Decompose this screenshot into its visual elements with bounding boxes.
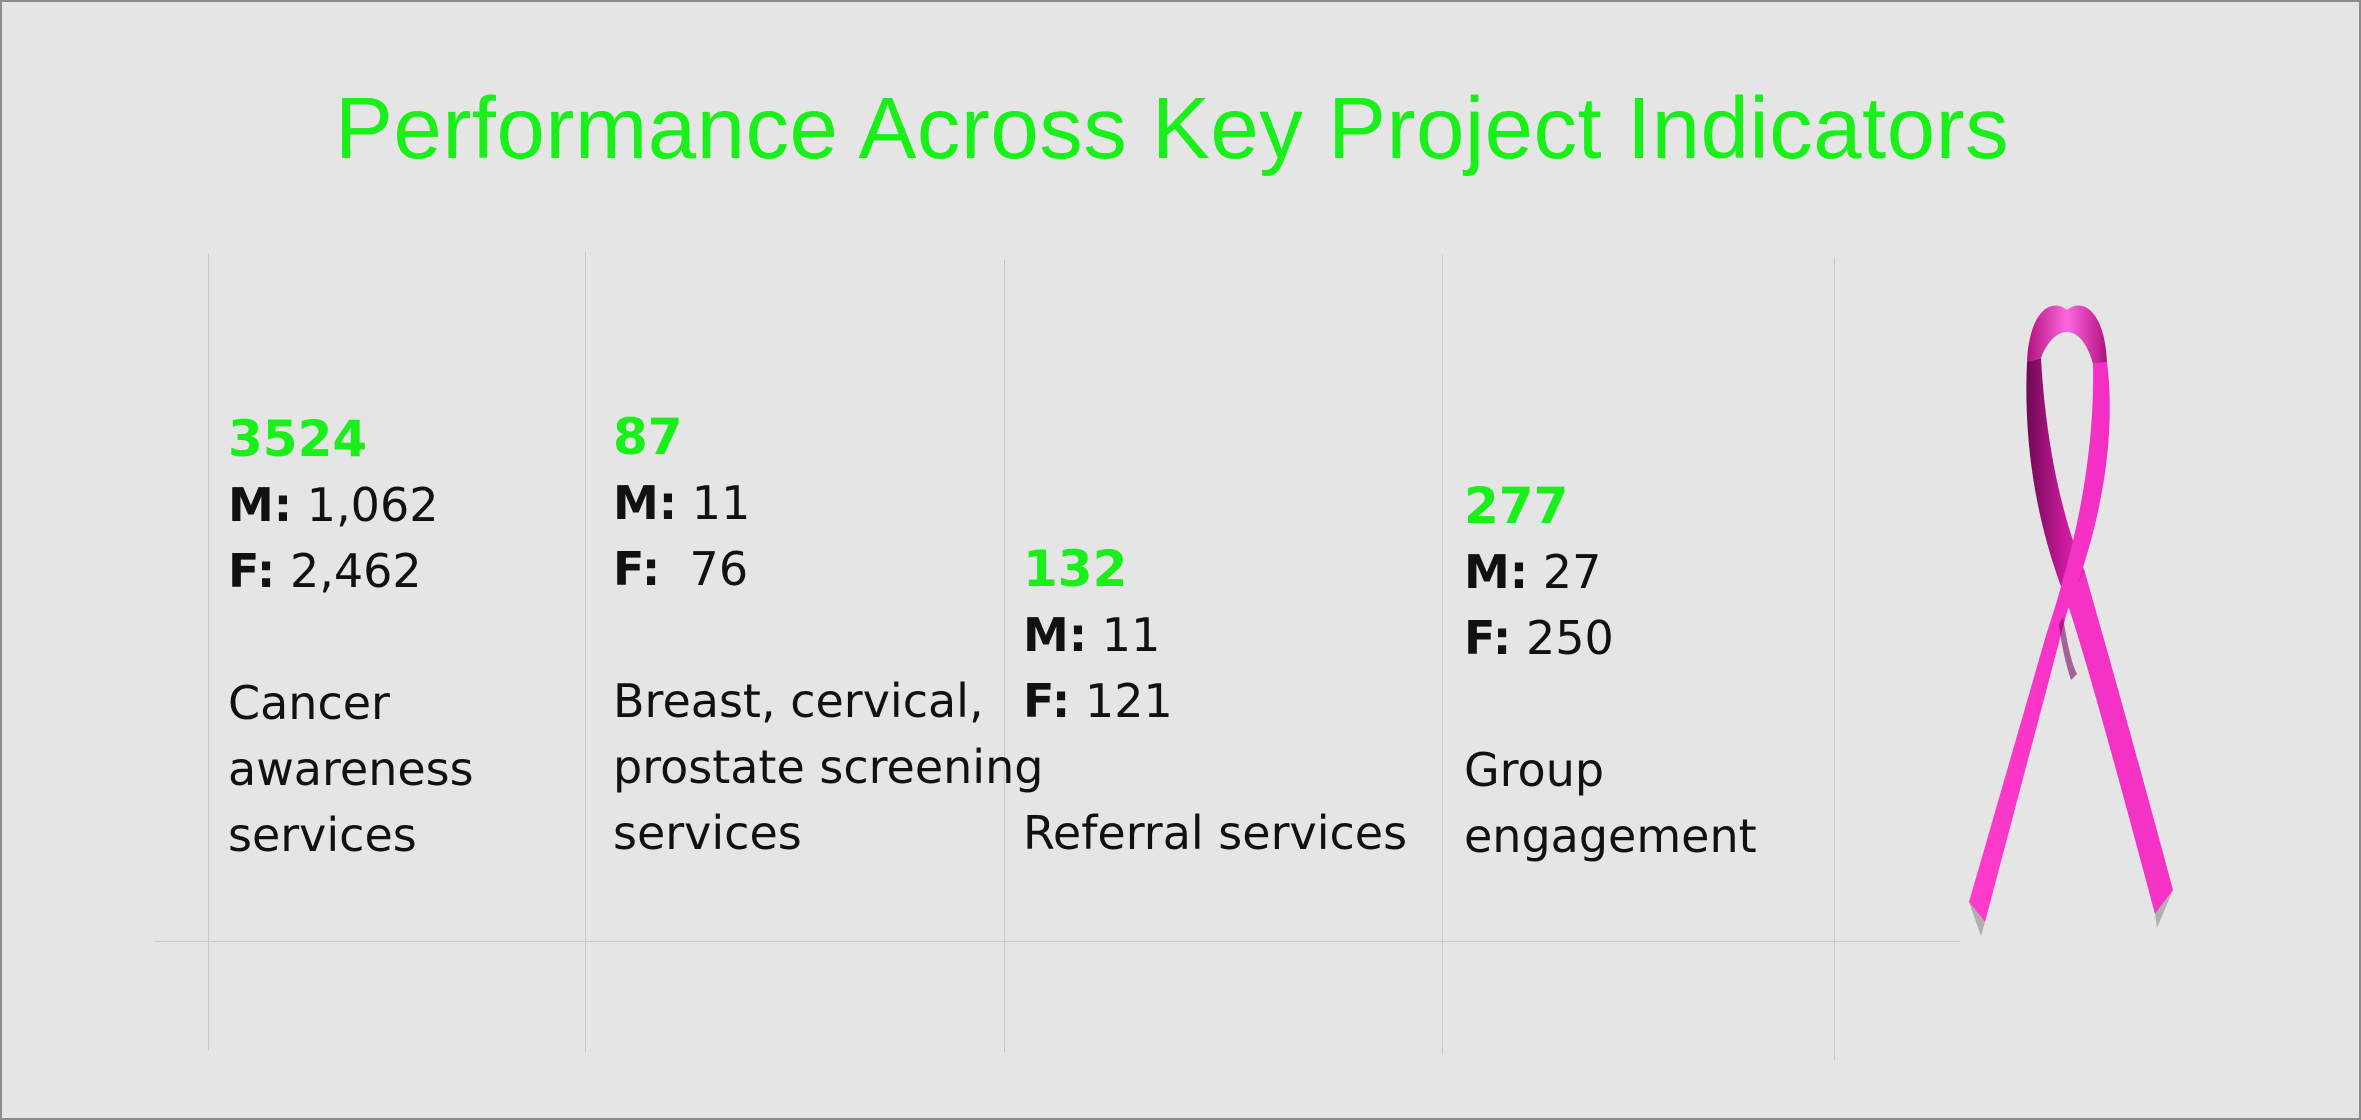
- female-value: 250: [1525, 611, 1614, 665]
- grid-line-vertical: [1442, 255, 1443, 1055]
- indicator-total: 3524: [228, 410, 368, 468]
- indicator-description: Referral services: [1023, 806, 1408, 860]
- indicator-referral: 132 M: 11 F: 121 Referral services: [1023, 536, 1407, 866]
- indicator-total: 132: [1023, 540, 1128, 598]
- grid-line-vertical: [585, 252, 586, 1052]
- indicator-total: 277: [1464, 477, 1569, 535]
- pink-ribbon-icon: [1969, 305, 2173, 936]
- male-label: M:: [228, 478, 293, 532]
- grid-line-horizontal: [155, 941, 1960, 942]
- female-label: F:: [1023, 674, 1071, 728]
- indicator-female-row: F: 76: [613, 536, 1043, 602]
- male-label: M:: [613, 476, 678, 530]
- indicator-screening: 87 M: 11 F: 76 Breast, cervical, prostat…: [613, 404, 1043, 866]
- male-label: M:: [1023, 608, 1088, 662]
- indicator-total: 87: [613, 408, 683, 466]
- indicator-description: Cancer awareness services: [228, 676, 474, 862]
- grid-line-vertical: [208, 254, 209, 1050]
- indicator-group-engagement: 277 M: 27 F: 250 Group engagement: [1464, 473, 1757, 869]
- indicator-description: Breast, cervical, prostate screening ser…: [613, 674, 1044, 860]
- female-value: 2,462: [289, 544, 422, 598]
- indicator-description: Group engagement: [1464, 743, 1757, 863]
- indicator-cancer-awareness: 3524 M: 1,062 F: 2,462 Cancer awareness …: [228, 406, 474, 868]
- male-label: M:: [1464, 545, 1529, 599]
- female-value: 121: [1084, 674, 1173, 728]
- indicator-female-row: F: 250: [1464, 605, 1757, 671]
- male-value: 11: [1101, 608, 1161, 662]
- male-value: 1,062: [306, 478, 439, 532]
- grid-line-vertical: [1834, 257, 1835, 1060]
- grid-line-vertical: [1004, 260, 1005, 1052]
- page-title: Performance Across Key Project Indicator…: [334, 80, 2010, 177]
- indicator-male-row: M: 11: [1023, 602, 1407, 668]
- indicator-female-row: F: 2,462: [228, 538, 474, 604]
- male-value: 11: [691, 476, 751, 530]
- indicator-male-row: M: 27: [1464, 539, 1757, 605]
- indicator-male-row: M: 1,062: [228, 472, 474, 538]
- female-value: 76: [674, 542, 749, 596]
- indicator-female-row: F: 121: [1023, 668, 1407, 734]
- female-label: F:: [613, 542, 661, 596]
- female-label: F:: [1464, 611, 1512, 665]
- male-value: 27: [1542, 545, 1602, 599]
- indicator-male-row: M: 11: [613, 470, 1043, 536]
- female-label: F:: [228, 544, 276, 598]
